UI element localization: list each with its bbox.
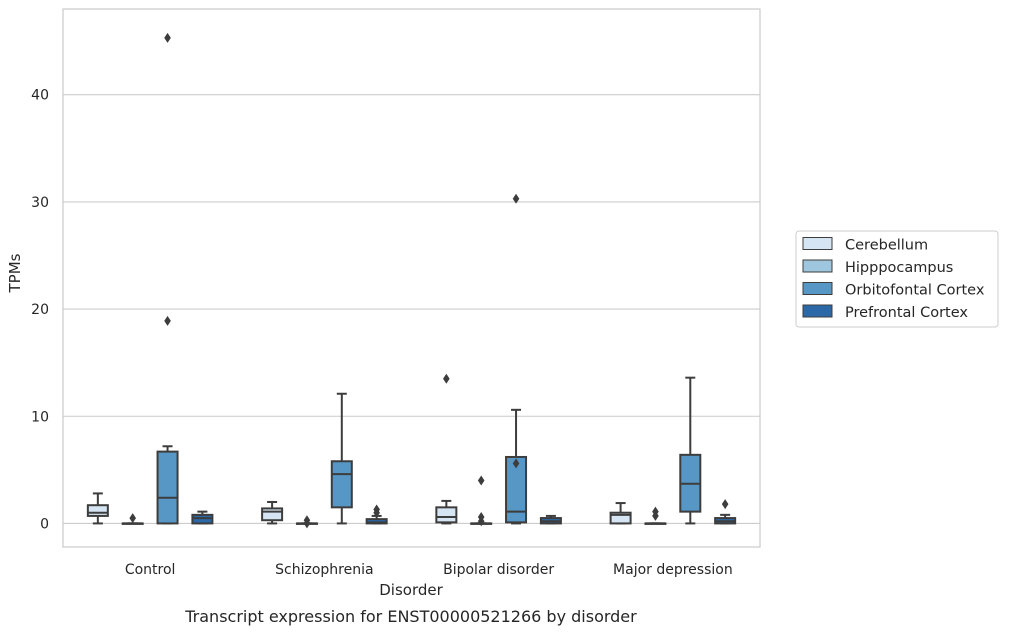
box-cerebellum [86,492,109,525]
legend-frame [795,230,999,328]
box-prefrontal-cortex [365,504,388,525]
iqr-box [191,513,214,525]
iqr-box [330,460,353,509]
outlier-point [129,513,136,524]
box-prefrontal-cortex [191,510,214,525]
y-tick-labels: 0 10 20 30 40 [31,88,49,533]
outlier-point [373,507,380,518]
outlier-point [652,510,659,521]
box-orbitofontal-cortex [505,193,528,525]
x-tick-label: Schizophrenia [275,562,373,578]
iqr-box [505,455,528,524]
legend-swatch [802,282,833,295]
box-hipppocampus [470,475,493,527]
box-cerebellum [261,500,284,525]
box-orbitofontal-cortex [679,376,702,525]
x-tick-labels: Control Schizophrenia Bipolar disorder Majo… [125,562,733,578]
legend-label: Hipppocampus [845,260,953,276]
plot-frame [62,8,761,548]
outlier-point [721,499,729,510]
legend-label: Orbitofontal Cortex [845,283,985,299]
y-tick-label: 10 [31,409,49,425]
outlier-point [443,373,450,384]
box-cerebellum [609,502,632,525]
box-hipppocampus [295,515,318,529]
y-axis-label: TPMs [6,253,24,293]
outlier-point [512,193,520,204]
box-hipppocampus [121,513,144,525]
outlier-point [164,32,171,43]
y-tick-label: 30 [31,195,49,211]
chart-title: Transcript expression for ENST0000052126… [184,607,637,626]
box-prefrontal-cortex [714,499,737,525]
outlier-point [164,315,171,326]
y-tick-label: 40 [31,88,49,104]
x-axis-label: Disorder [379,581,443,599]
box-groups [86,32,737,529]
legend-swatch [802,237,833,250]
outlier-point [512,458,520,469]
legend-label: Cerebellum [845,238,928,254]
y-tick-label: 0 [40,516,49,532]
iqr-box [435,506,458,524]
iqr-box [609,511,632,525]
x-tick-label: Bipolar disorder [443,562,554,578]
box-hipppocampus [644,506,667,525]
x-tick-label: Control [125,562,176,578]
iqr-box [261,507,284,522]
legend: Cerebellum Hipppocampus Orbitofontal Corte… [795,230,999,328]
legend-swatch [802,304,833,318]
iqr-box [156,450,179,525]
x-tick-label: Major depression [613,562,733,578]
iqr-box [86,504,109,517]
box-prefrontal-cortex [539,514,562,525]
box-orbitofontal-cortex [330,392,353,525]
legend-label: Prefrontal Cortex [845,305,968,321]
box-orbitofontal-cortex [156,32,179,525]
box-cerebellum [435,373,458,525]
iqr-box [365,518,388,525]
outlier-point [303,518,311,529]
legend-swatch [802,259,833,273]
y-tick-label: 20 [31,302,49,318]
outlier-point [477,516,485,527]
y-gridlines [63,94,760,524]
outlier-point [477,475,485,486]
